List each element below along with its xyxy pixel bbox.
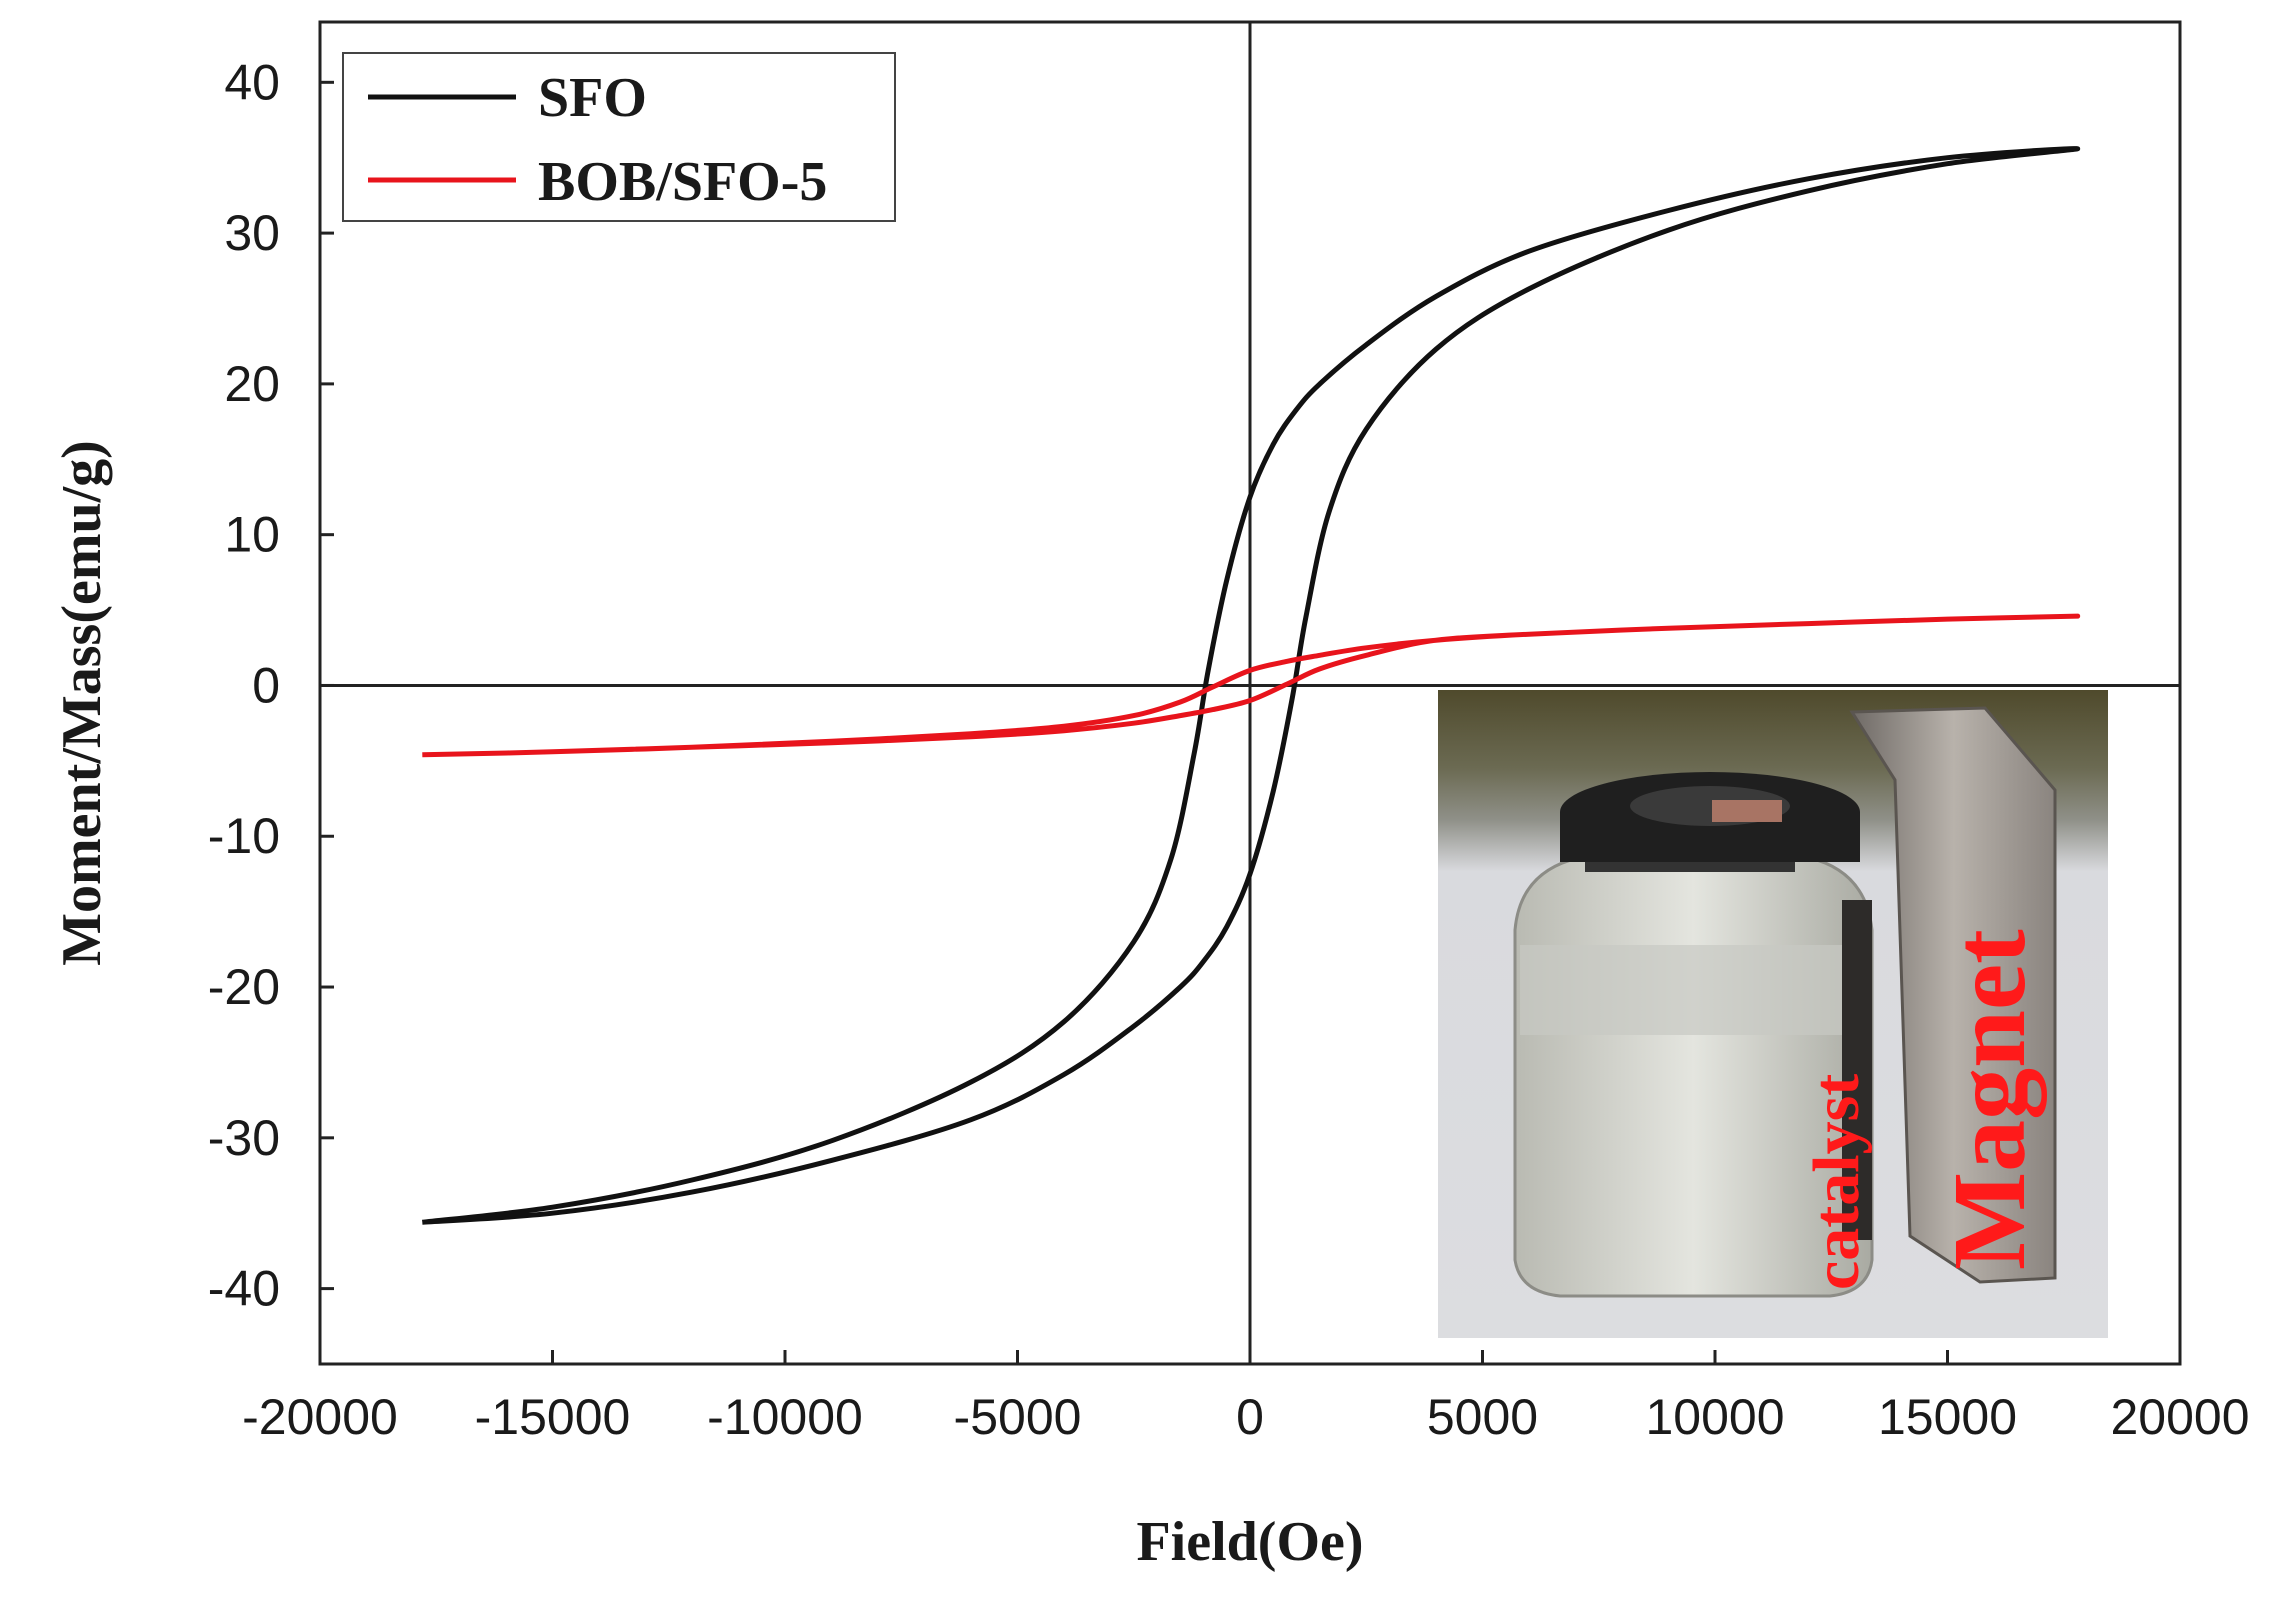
y-tick-label: -30 xyxy=(208,1110,280,1166)
y-tick-label: -40 xyxy=(208,1261,280,1317)
series-layer xyxy=(422,146,2081,1225)
catalyst-deposit xyxy=(1842,900,1872,1240)
y-tick-label: 0 xyxy=(252,657,280,713)
x-tick-label: -10000 xyxy=(707,1389,863,1445)
x-tick-label: 20000 xyxy=(2110,1389,2249,1445)
y-tick-label: -20 xyxy=(208,959,280,1015)
y-axis-title: Moment/Mass(emu/g) xyxy=(51,440,113,966)
x-tick-label: -5000 xyxy=(954,1389,1082,1445)
x-axis-title: Field(Oe) xyxy=(1136,1511,1363,1573)
y-tick-label: 10 xyxy=(224,507,280,563)
legend-label-sfo: SFO xyxy=(538,67,647,129)
legend: SFO BOB/SFO-5 xyxy=(342,52,896,222)
axis-ticks: -20000 -15000 -10000 -5000 0 5000 10000 15000 20… xyxy=(208,54,2250,1445)
series-line-sfo xyxy=(422,146,2081,1225)
y-tick-label: -10 xyxy=(208,808,280,864)
x-tick-label: 10000 xyxy=(1645,1389,1784,1445)
legend-label-bob-sfo-5: BOB/SFO-5 xyxy=(538,151,827,213)
magnet-block xyxy=(1849,706,2057,1284)
x-tick-label: 0 xyxy=(1236,1389,1264,1445)
y-tick-label: 40 xyxy=(224,54,280,110)
y-tick-label: 20 xyxy=(224,356,280,412)
x-tick-label: 15000 xyxy=(1878,1389,2017,1445)
legend-box xyxy=(342,52,896,222)
x-tick-label: -20000 xyxy=(242,1389,398,1445)
magnet-label: Magnet xyxy=(1932,929,2047,1270)
y-tick-label: 30 xyxy=(224,205,280,261)
catalyst-label: catalyst xyxy=(1800,1074,1873,1290)
x-tick-label: -15000 xyxy=(475,1389,631,1445)
series-line-bob-sfo-5 xyxy=(422,613,2081,758)
x-tick-label: 5000 xyxy=(1427,1389,1538,1445)
inset-photo: catalyst Magnet xyxy=(1438,690,2108,1338)
